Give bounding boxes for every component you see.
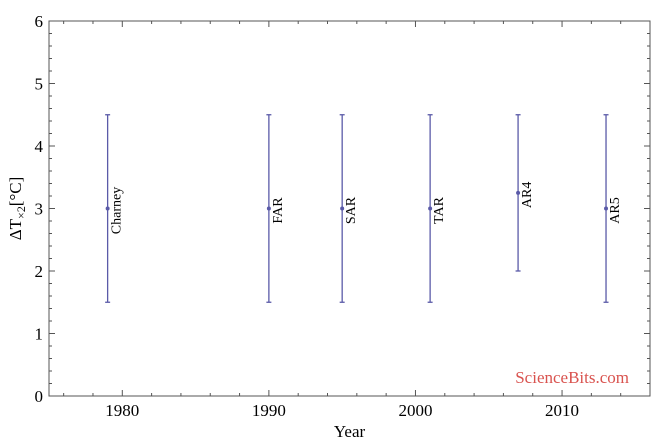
- data-point: [105, 206, 110, 211]
- point-label: AR5: [608, 197, 623, 223]
- data-point: [340, 206, 345, 211]
- data-marks: Charney FAR SAR TAR AR4 AR5: [105, 114, 623, 303]
- y-tick-label: 5: [35, 75, 44, 94]
- y-axis-title-unit: [°C]: [6, 177, 25, 206]
- data-point: [516, 190, 521, 195]
- x-tick-label: 1980: [105, 401, 139, 420]
- data-point: [428, 206, 433, 211]
- y-axis-title: ΔT×2[°C]: [6, 177, 28, 241]
- y-axis-title-sub: ×2: [14, 206, 28, 219]
- x-axis-title: Year: [334, 422, 366, 439]
- y-tick-label: 2: [35, 262, 44, 281]
- y-tick-label: 6: [35, 12, 44, 31]
- point-label: SAR: [344, 196, 359, 224]
- point-label: FAR: [271, 197, 286, 224]
- data-point: [604, 206, 609, 211]
- data-point: [266, 206, 271, 211]
- x-tick-label: 1990: [252, 401, 286, 420]
- y-axis-title-main: ΔT: [6, 218, 25, 240]
- y-tick-label: 3: [35, 200, 44, 219]
- y-tick-label: 4: [35, 137, 44, 156]
- x-tick-label: 2010: [545, 401, 579, 420]
- y-tick-label: 0: [35, 387, 44, 406]
- watermark-text: ScienceBits.com: [515, 368, 629, 387]
- y-tick-label: 1: [35, 325, 44, 344]
- axis-ticks: 0 1 2 3 4 5 6 1980 1990 2000 2010: [35, 12, 651, 420]
- x-tick-label: 2000: [398, 401, 432, 420]
- point-label: TAR: [432, 196, 447, 224]
- point-label: Charney: [110, 187, 125, 234]
- point-label: AR4: [520, 182, 535, 208]
